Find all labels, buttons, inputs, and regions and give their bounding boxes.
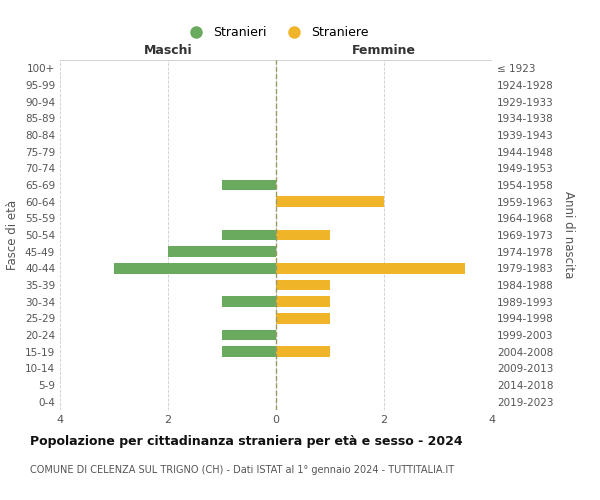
Text: COMUNE DI CELENZA SUL TRIGNO (CH) - Dati ISTAT al 1° gennaio 2024 - TUTTITALIA.I: COMUNE DI CELENZA SUL TRIGNO (CH) - Dati… [30,465,454,475]
Text: Femmine: Femmine [352,44,416,57]
Bar [222,346,276,357]
Y-axis label: Anni di nascita: Anni di nascita [562,192,575,278]
Bar [222,296,276,307]
Text: Maschi: Maschi [143,44,193,57]
Bar [276,263,465,274]
Bar [276,196,384,207]
Legend: Stranieri, Straniere: Stranieri, Straniere [178,21,374,44]
Bar [168,246,276,257]
Bar [276,313,330,324]
Bar [276,296,330,307]
Bar [222,180,276,190]
Bar [276,230,330,240]
Y-axis label: Fasce di età: Fasce di età [7,200,19,270]
Bar [276,346,330,357]
Bar [276,280,330,290]
Text: Popolazione per cittadinanza straniera per età e sesso - 2024: Popolazione per cittadinanza straniera p… [30,435,463,448]
Bar [114,263,276,274]
Bar [222,230,276,240]
Bar [222,330,276,340]
